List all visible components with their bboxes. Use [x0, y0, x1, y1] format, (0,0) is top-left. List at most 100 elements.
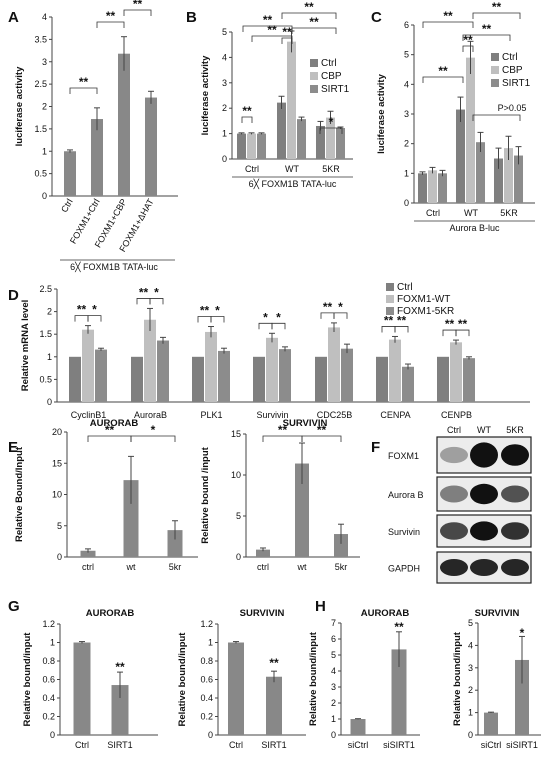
bar [514, 155, 523, 203]
panel-f-blot: F Ctrl WT 5KR FOXM1 Aurora B Survivin GAPDH [371, 425, 532, 584]
y-tick-label: 3 [42, 57, 47, 67]
x-tick-label: PLK1 [200, 410, 222, 420]
bar [277, 102, 286, 159]
significance-label: ** [492, 0, 502, 14]
legend-entry: SIRT1 [321, 84, 350, 95]
y-tick-label: 1.5 [39, 329, 52, 339]
y-tick-label: 1 [47, 352, 52, 362]
legend-entry: SIRT1 [502, 78, 531, 89]
protein-label: Aurora B [388, 490, 424, 500]
y-tick-label: 2.5 [34, 79, 47, 89]
footer-label: 6╳ FOXM1B TATA-luc [70, 261, 158, 273]
lane-label: WT [477, 425, 491, 435]
y-tick-label: 4 [331, 666, 336, 676]
bar [402, 366, 414, 402]
panel-label: E [8, 439, 18, 456]
footer-label: Aurora B-luc [449, 223, 500, 233]
significance-bracket [455, 329, 470, 337]
significance-label: * [215, 304, 220, 318]
bar [437, 356, 449, 402]
protein-label: GAPDH [388, 564, 420, 574]
panel-label: F [371, 439, 380, 456]
blot-band [501, 444, 529, 466]
significance-label: ** [482, 22, 492, 36]
x-tick-label: siSIRT1 [506, 740, 538, 750]
significance-label: ** [106, 9, 116, 23]
significance-label: * [92, 303, 97, 317]
significance-bracket [462, 34, 511, 41]
y-tick-label: 0 [236, 552, 241, 562]
y-tick-label: 5 [57, 521, 62, 531]
y-tick-label: 6 [404, 20, 409, 30]
panel-label: G [8, 598, 20, 615]
bar [391, 649, 407, 735]
bar [450, 342, 462, 402]
y-axis-label: luciferase activity [376, 73, 387, 153]
significance-label: ** [463, 33, 473, 47]
bar [279, 349, 291, 402]
y-tick-label: 1 [468, 708, 473, 718]
x-tick-label: siCtrl [348, 740, 369, 750]
blot-band [440, 558, 468, 577]
y-tick-label: 0.2 [200, 712, 213, 722]
significance-bracket [319, 127, 343, 134]
y-tick-label: 20 [52, 427, 62, 437]
panel-e-survivin: SURVIVIN 0 5 10 15 Relative bound /input ctrl w… [200, 418, 360, 572]
significance-label: ** [304, 0, 314, 14]
legend-swatch [491, 79, 499, 87]
bar [167, 530, 183, 557]
bar [463, 358, 475, 402]
significance-label: ** [200, 304, 210, 318]
significance-label: ** [282, 25, 292, 39]
y-tick-label: 3 [331, 682, 336, 692]
panel-e-aurorab: E AURORAB 0 5 10 15 20 Relative Bound/Input ctrl… [8, 418, 198, 572]
y-tick-label: 0 [208, 730, 213, 740]
significance-label: ** [115, 660, 125, 674]
panel-title: AURORAB [90, 418, 139, 429]
significance-bracket [422, 21, 474, 28]
ns-label: P>0.05 [498, 103, 527, 113]
y-tick-label: 4 [404, 79, 409, 89]
panel-label: A [8, 9, 19, 26]
y-tick-label: 2 [468, 685, 473, 695]
y-tick-label: 6 [331, 634, 336, 644]
significance-label: * [151, 423, 156, 437]
significance-label: ** [397, 313, 407, 327]
y-tick-label: 10 [52, 490, 62, 500]
panel-label: C [371, 9, 382, 26]
bar [334, 534, 348, 557]
x-tick-label: SIRT1 [261, 740, 286, 750]
y-tick-label: 0.6 [42, 675, 55, 685]
bar [237, 133, 246, 159]
y-tick-label: 0 [57, 552, 62, 562]
bar [287, 41, 296, 159]
blot-band [501, 558, 529, 577]
bar [266, 676, 282, 735]
bar [297, 119, 306, 159]
y-tick-label: 4 [222, 52, 227, 62]
y-tick-label: 0 [222, 154, 227, 164]
y-tick-label: 1.5 [34, 124, 47, 134]
bar [376, 356, 388, 402]
y-tick-label: 1 [42, 146, 47, 156]
legend-swatch [310, 72, 318, 80]
y-tick-label: 2 [404, 139, 409, 149]
legend-entry: CBP [502, 65, 523, 76]
y-tick-label: 0 [404, 198, 409, 208]
x-tick-label: 5kr [169, 562, 182, 572]
x-tick-label: Survivin [256, 410, 288, 420]
y-tick-label: 0.6 [200, 675, 213, 685]
bar [157, 340, 169, 402]
significance-bracket [96, 21, 125, 28]
blot-band [501, 485, 529, 503]
y-tick-label: 0.5 [39, 374, 52, 384]
significance-bracket [69, 87, 98, 94]
significance-bracket [301, 435, 342, 442]
significance-bracket [241, 116, 253, 123]
blot-band [440, 522, 468, 540]
significance-label: ** [267, 23, 277, 37]
legend-entry: CBP [321, 71, 342, 82]
blot-band [470, 558, 498, 577]
bar [266, 337, 278, 402]
